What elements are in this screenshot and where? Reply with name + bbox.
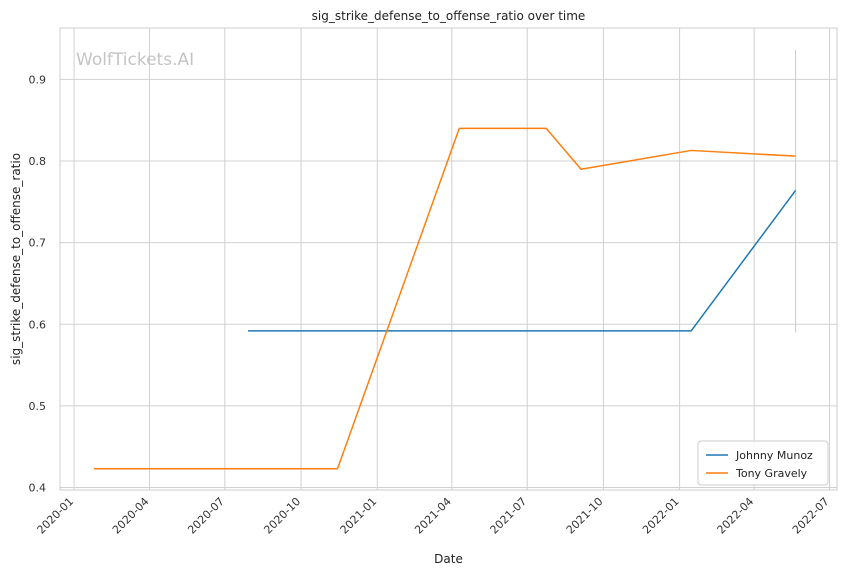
x-tick-label: 2021-01	[338, 495, 380, 537]
y-tick-label: 0.9	[29, 73, 47, 86]
y-tick-label: 0.8	[29, 155, 47, 168]
x-tick-label: 2022-04	[715, 495, 757, 537]
y-tick-label: 0.7	[29, 237, 47, 250]
x-tick-label: 2020-04	[110, 495, 152, 537]
plot-frame	[59, 27, 838, 491]
x-tick-label: 2022-01	[640, 495, 682, 537]
grid-layer	[60, 28, 837, 490]
watermark-text: WolfTickets.AI	[76, 50, 194, 70]
y-tick-label: 0.6	[29, 318, 47, 331]
x-tick-label: 2022-07	[790, 495, 832, 537]
series-line-johnny-munoz	[248, 189, 797, 332]
y-tick-label: 0.4	[29, 482, 47, 495]
legend-box	[697, 440, 829, 486]
x-tick-label: 2021-10	[564, 495, 606, 537]
x-tick-label: 2021-07	[488, 495, 530, 537]
y-tick-label: 0.5	[29, 400, 47, 413]
x-tick-label: 2020-10	[261, 495, 303, 537]
x-tick-label: 2020-07	[185, 495, 227, 537]
series-layer	[93, 50, 797, 470]
chart-title: sig_strike_defense_to_offense_ratio over…	[312, 9, 586, 23]
legend: Johnny Munoz Tony Gravely	[697, 440, 829, 486]
x-tick-label: 2020-01	[35, 495, 77, 537]
x-tick-label: 2021-04	[412, 495, 454, 537]
legend-label: Johnny Munoz	[735, 449, 813, 462]
legend-label: Tony Gravely	[735, 467, 808, 480]
series-line-tony-gravely	[93, 127, 796, 470]
y-axis-title: sig_strike_defense_to_offense_ratio	[9, 153, 23, 365]
x-axis-title: Date	[434, 552, 463, 566]
